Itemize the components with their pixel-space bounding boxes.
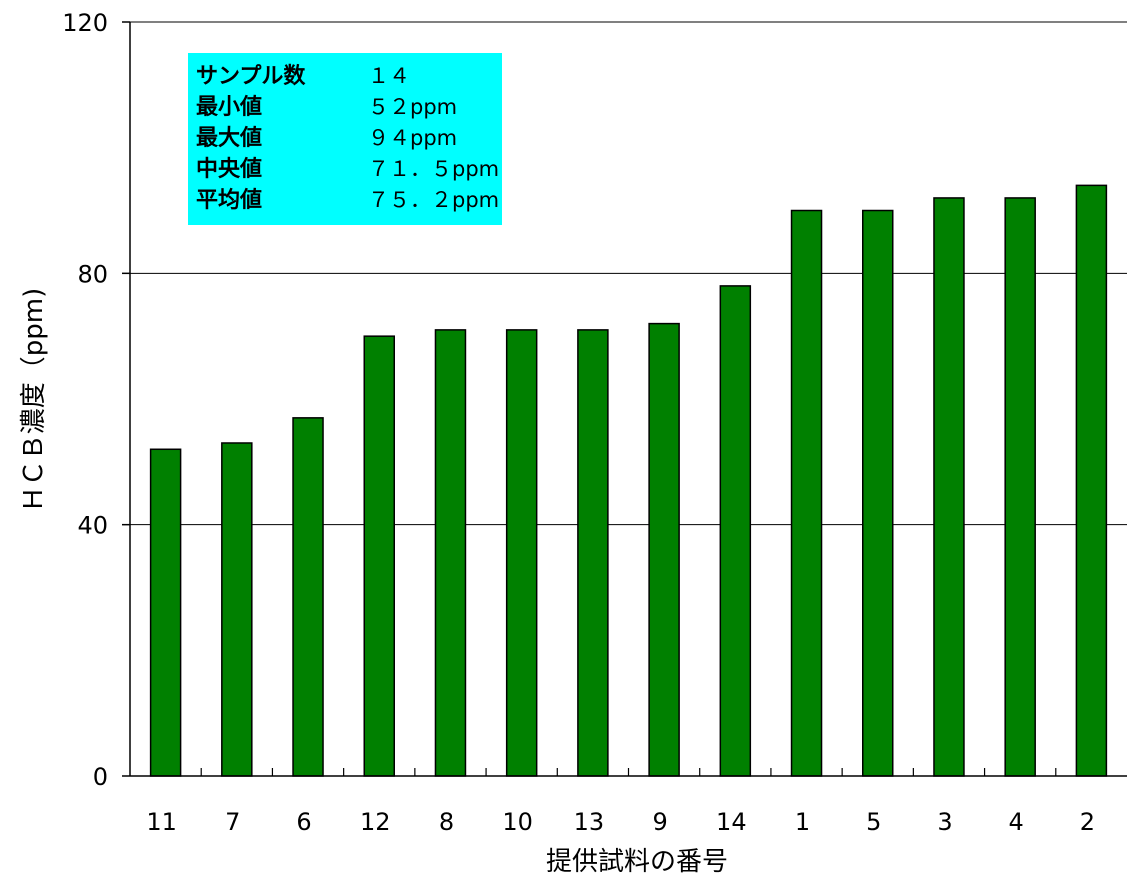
bar bbox=[1075, 184, 1108, 777]
stats-row-value: ５２ppm bbox=[368, 95, 457, 119]
y-tick-label: 0 bbox=[93, 763, 108, 791]
stats-row-value: ７１．５ppm bbox=[368, 157, 499, 181]
stats-row-value: １４ bbox=[368, 64, 410, 88]
y-tick-label: 40 bbox=[77, 512, 108, 540]
bar bbox=[577, 329, 609, 777]
x-tick-label: 7 bbox=[225, 808, 240, 836]
statistics-box: サンプル数 １４ 最小値 ５２ppm 最大値 ９４ppm 中央値 ７１．５ppm 平均値 ７５．２… bbox=[188, 53, 502, 225]
x-tick-label: 4 bbox=[1009, 808, 1024, 836]
bar bbox=[648, 322, 680, 777]
x-tick-label: 8 bbox=[439, 808, 454, 836]
y-tick-label: 120 bbox=[62, 9, 108, 37]
stats-row-label: 平均値 bbox=[196, 187, 262, 213]
y-axis-title: ＨＣＢ濃度（ppm) bbox=[19, 288, 49, 512]
statistics-box-background bbox=[188, 53, 502, 225]
x-tick-label: 12 bbox=[360, 808, 391, 836]
x-tick-label: 9 bbox=[652, 808, 667, 836]
x-axis-title: 提供試料の番号 bbox=[546, 847, 728, 876]
x-tick-label: 5 bbox=[866, 808, 881, 836]
axes bbox=[122, 21, 1127, 777]
x-tick-label: 14 bbox=[716, 808, 747, 836]
bar bbox=[149, 448, 182, 777]
x-tick-label: 3 bbox=[937, 808, 952, 836]
bar bbox=[790, 209, 823, 777]
x-tick-label: 1 bbox=[795, 808, 810, 836]
stats-row-label: 最小値 bbox=[196, 95, 262, 120]
stats-row-label: サンプル数 bbox=[196, 63, 306, 89]
bars bbox=[149, 184, 1108, 777]
bar bbox=[933, 197, 965, 777]
x-tick-label: 10 bbox=[502, 808, 533, 836]
y-tick-labels: 0 40 80 120 bbox=[62, 9, 108, 791]
bar bbox=[292, 417, 324, 777]
x-tick-label: 2 bbox=[1080, 808, 1095, 836]
bar bbox=[505, 329, 538, 777]
stats-row-value: ９４ppm bbox=[368, 126, 457, 150]
x-tick-label: 13 bbox=[574, 808, 605, 836]
stats-row-label: 最大値 bbox=[196, 126, 262, 151]
bar bbox=[1004, 197, 1036, 777]
x-tick-labels: 11 7 6 12 8 10 13 9 14 1 5 3 4 2 bbox=[146, 808, 1095, 836]
y-tick-label: 80 bbox=[77, 260, 108, 288]
stats-row-value: ７５．２ppm bbox=[368, 188, 499, 212]
bar bbox=[862, 209, 894, 777]
x-tick-label: 6 bbox=[296, 808, 311, 836]
bar bbox=[719, 285, 752, 777]
bar bbox=[221, 442, 253, 777]
bar bbox=[363, 335, 395, 777]
x-tick-label: 11 bbox=[146, 808, 177, 836]
bar bbox=[434, 329, 467, 777]
stats-row-label: 中央値 bbox=[196, 156, 262, 182]
